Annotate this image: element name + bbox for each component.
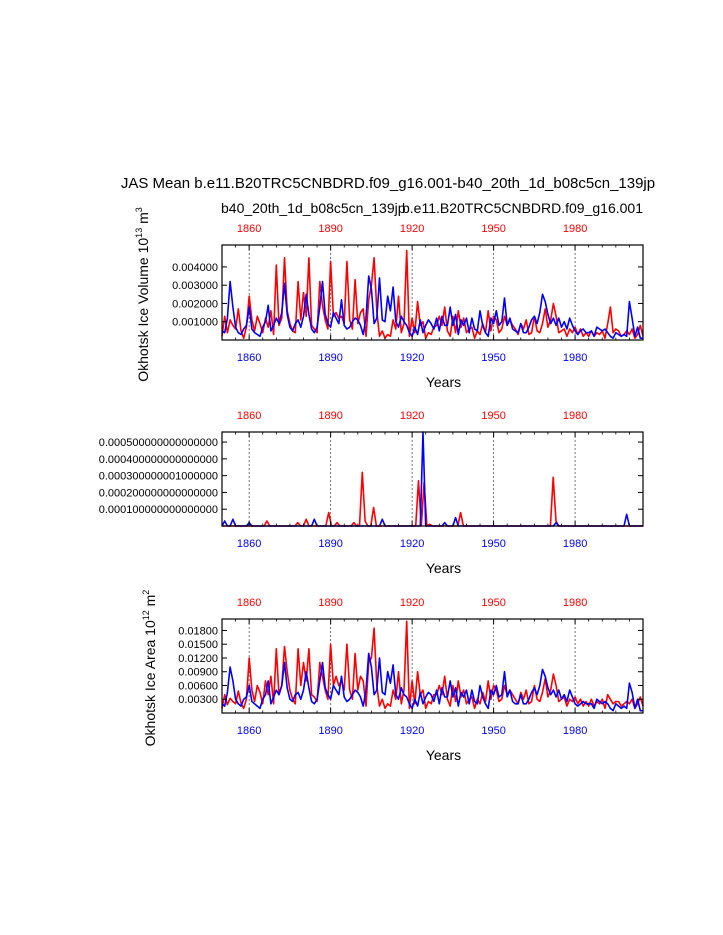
- x-tick-label-bottom: 1890: [318, 538, 342, 550]
- x-axis-label: Years: [426, 747, 461, 763]
- y-axis-label-part: 12: [141, 610, 151, 620]
- y-axis-label-part: 3: [134, 207, 144, 212]
- x-tick-label-bottom: 1980: [563, 725, 587, 737]
- y-tick-label: 0.003000: [172, 280, 218, 292]
- y-tick-label: 0.00300: [178, 694, 218, 706]
- series-line-blue: [221, 275, 643, 340]
- x-tick-label-bottom: 1920: [400, 725, 424, 737]
- y-axis-label-part: 2: [141, 590, 151, 595]
- y-tick-label: 0.002000: [172, 298, 218, 310]
- plot-frame: [221, 618, 644, 714]
- figure-title: JAS Mean b.e11.B20TRC5CNBDRD.f09_g16.001…: [121, 175, 655, 192]
- y-axis-label-part: m: [135, 212, 151, 228]
- series-line-blue: [221, 652, 643, 712]
- x-tick-label-top: 1860: [237, 223, 261, 235]
- y-axis-label-part: Okhotsk Ice Area 10: [142, 620, 158, 746]
- panel-2: 1860 1860 1890 1890 1920 1920 1950 1950 1980 1980…: [99, 410, 644, 576]
- x-tick-label-bottom: 1980: [563, 538, 587, 550]
- x-tick-label-top: 1950: [481, 223, 505, 235]
- series-line-blue: [221, 431, 643, 527]
- x-axis-label: Years: [426, 560, 461, 576]
- legend-red-label: b40_20th_1d_b08c5cn_139jp: [221, 200, 406, 216]
- plot-frame: [221, 244, 644, 341]
- x-tick-label-bottom: 1950: [481, 725, 505, 737]
- x-tick-label-bottom: 1980: [563, 352, 587, 364]
- x-tick-label-bottom: 1890: [318, 352, 342, 364]
- y-axis-label: Okhotsk Ice Area 1012 m2: [141, 590, 158, 747]
- y-tick-label: 0.001000: [172, 317, 218, 329]
- x-tick-label-top: 1980: [563, 410, 587, 422]
- x-tick-label-top: 1920: [400, 223, 424, 235]
- x-tick-label-top: 1860: [237, 410, 261, 422]
- x-tick-label-top: 1980: [563, 223, 587, 235]
- x-tick-label-top: 1890: [318, 597, 342, 609]
- y-tick-label: 0.000400000000000000: [99, 454, 218, 466]
- x-tick-label-top: 1920: [400, 597, 424, 609]
- x-tick-label-top: 1890: [318, 410, 342, 422]
- panel-1: 1860 1860 1890 1890 1920 1920 1950 1950 1980 1980…: [134, 207, 644, 390]
- y-axis-label-part: 13: [134, 228, 144, 238]
- x-tick-label-bottom: 1860: [237, 538, 261, 550]
- x-tick-label-top: 1920: [400, 410, 424, 422]
- y-tick-label: 0.00900: [178, 667, 218, 679]
- x-tick-label-bottom: 1860: [237, 352, 261, 364]
- legend-blue-label: b.e11.B20TRC5CNBDRD.f09_g16.001: [402, 200, 643, 216]
- y-axis-label-part: Okhotsk Ice Volume 10: [135, 238, 151, 382]
- y-tick-label: 0.000500000000000000: [99, 437, 218, 449]
- x-tick-label-bottom: 1920: [400, 538, 424, 550]
- x-tick-label-top: 1860: [237, 597, 261, 609]
- x-tick-label-bottom: 1860: [237, 725, 261, 737]
- x-tick-label-top: 1890: [318, 223, 342, 235]
- x-tick-label-top: 1950: [481, 410, 505, 422]
- panel-3: 1860 1860 1890 1890 1920 1920 1950 1950 1980 1980…: [141, 590, 644, 763]
- y-tick-label: 0.00600: [178, 680, 218, 692]
- x-tick-label-bottom: 1920: [400, 352, 424, 364]
- plot-frame: [221, 431, 644, 527]
- x-tick-label-bottom: 1950: [481, 538, 505, 550]
- x-axis-label: Years: [426, 374, 461, 390]
- y-tick-label: 0.01200: [178, 653, 218, 665]
- y-tick-label: 0.000200000000000000: [99, 487, 218, 499]
- series-line-red: [222, 471, 643, 527]
- x-tick-label-top: 1980: [563, 597, 587, 609]
- y-tick-label: 0.000300000001000000: [99, 471, 218, 483]
- y-axis-label-part: m: [142, 595, 158, 611]
- y-tick-label: 0.004000: [172, 262, 218, 274]
- y-tick-label: 0.01500: [178, 639, 218, 651]
- x-tick-label-bottom: 1950: [481, 352, 505, 364]
- y-tick-label: 0.01800: [178, 625, 218, 637]
- x-tick-label-top: 1950: [481, 597, 505, 609]
- y-tick-label: 0.000100000000000000: [99, 504, 218, 516]
- y-axis-label: Okhotsk Ice Volume 1013 m3: [134, 207, 151, 382]
- panels: 1860 1860 1890 1890 1920 1920 1950 1950 1980 1980…: [99, 207, 644, 763]
- x-tick-label-bottom: 1890: [318, 725, 342, 737]
